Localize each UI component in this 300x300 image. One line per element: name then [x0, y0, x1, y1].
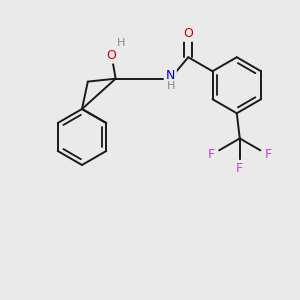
Text: O: O [183, 27, 193, 40]
Text: F: F [208, 148, 215, 161]
Text: N: N [166, 69, 175, 82]
Text: H: H [167, 81, 176, 91]
Text: F: F [236, 162, 243, 175]
Text: H: H [117, 38, 126, 48]
Text: O: O [106, 49, 116, 62]
Text: F: F [265, 148, 272, 161]
